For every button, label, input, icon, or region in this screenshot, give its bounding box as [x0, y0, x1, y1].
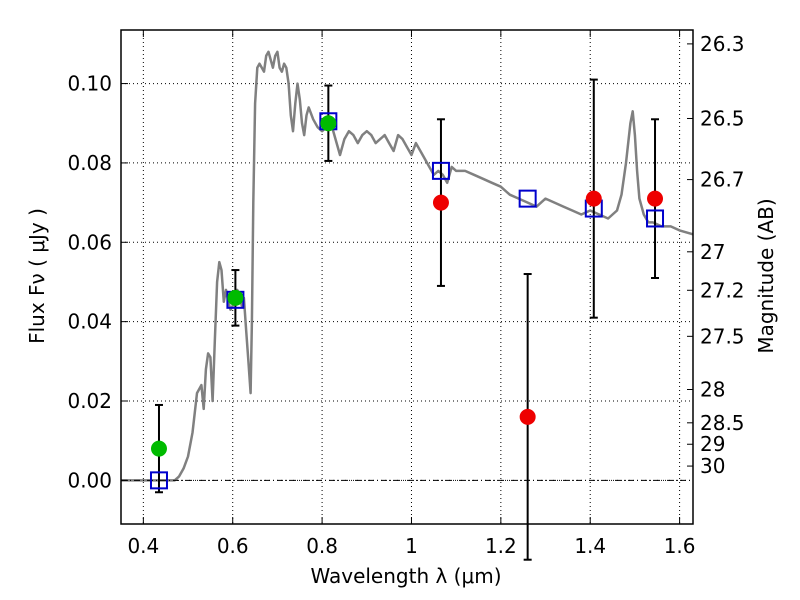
photometry-point: [320, 115, 337, 132]
model-flux-box: [149, 471, 168, 490]
model-flux-boxes: [149, 112, 665, 490]
y2-tick-label: 30: [700, 454, 725, 478]
y-tick-label: 0.06: [67, 230, 112, 254]
y2-tick-label: 28: [700, 377, 725, 401]
y2-tick-label: 27: [700, 240, 725, 264]
plot-frame: [120, 29, 694, 525]
y2-tick-label: 26.7: [700, 168, 745, 192]
model-flux-box: [646, 209, 665, 228]
x-tick-label: 0.4: [127, 534, 159, 558]
y-tick-label: 0.08: [67, 151, 112, 175]
x-tick-label: 1.6: [664, 534, 696, 558]
y2-tick-label: 27.2: [700, 278, 745, 302]
photometry-point: [432, 194, 449, 211]
model-spectrum-line: [121, 50, 694, 482]
y-tick-label: 0.04: [67, 310, 112, 334]
x-axis-label: Wavelength λ (μm): [310, 564, 501, 588]
y-tick-label: 0.00: [67, 468, 112, 492]
photometry-points: [150, 115, 664, 457]
x-tick-label: 1.4: [574, 534, 606, 558]
photometry-point: [519, 408, 536, 425]
error-bars: [154, 78, 660, 561]
y-axis-label: Flux Fν ( μJy ): [25, 208, 49, 344]
y2-tick-label: 26.5: [700, 106, 745, 130]
model-flux-box: [518, 189, 537, 208]
x-tick-label: 0.6: [217, 534, 249, 558]
y2-tick-label: 26.3: [700, 32, 745, 56]
axes: [120, 29, 694, 525]
y-tick-label: 0.02: [67, 389, 112, 413]
y2-tick-label: 27.5: [700, 324, 745, 348]
x-tick-label: 1.2: [485, 534, 517, 558]
x-tick-label: 0.8: [306, 534, 338, 558]
x-tick-label: 1: [405, 534, 418, 558]
grid: [121, 30, 693, 524]
model-flux-box: [431, 161, 450, 180]
photometry-point: [647, 190, 664, 207]
y-tick-label: 0.10: [67, 72, 112, 96]
photometry-point: [585, 190, 602, 207]
model-spectrum-layer: [121, 50, 694, 482]
y2-tick-label: 29: [700, 432, 725, 456]
y2-tick-label: 28.5: [700, 411, 745, 435]
photometry-point: [150, 440, 167, 457]
tick-labels: 0.4 0.6 0.8 1 1.2 1.4 1.6 0.00 0.02 0.04 0.06 0.08 0…: [67, 32, 744, 558]
y2-axis-label: Magnitude (AB): [754, 198, 778, 353]
photometry-point: [227, 289, 244, 306]
